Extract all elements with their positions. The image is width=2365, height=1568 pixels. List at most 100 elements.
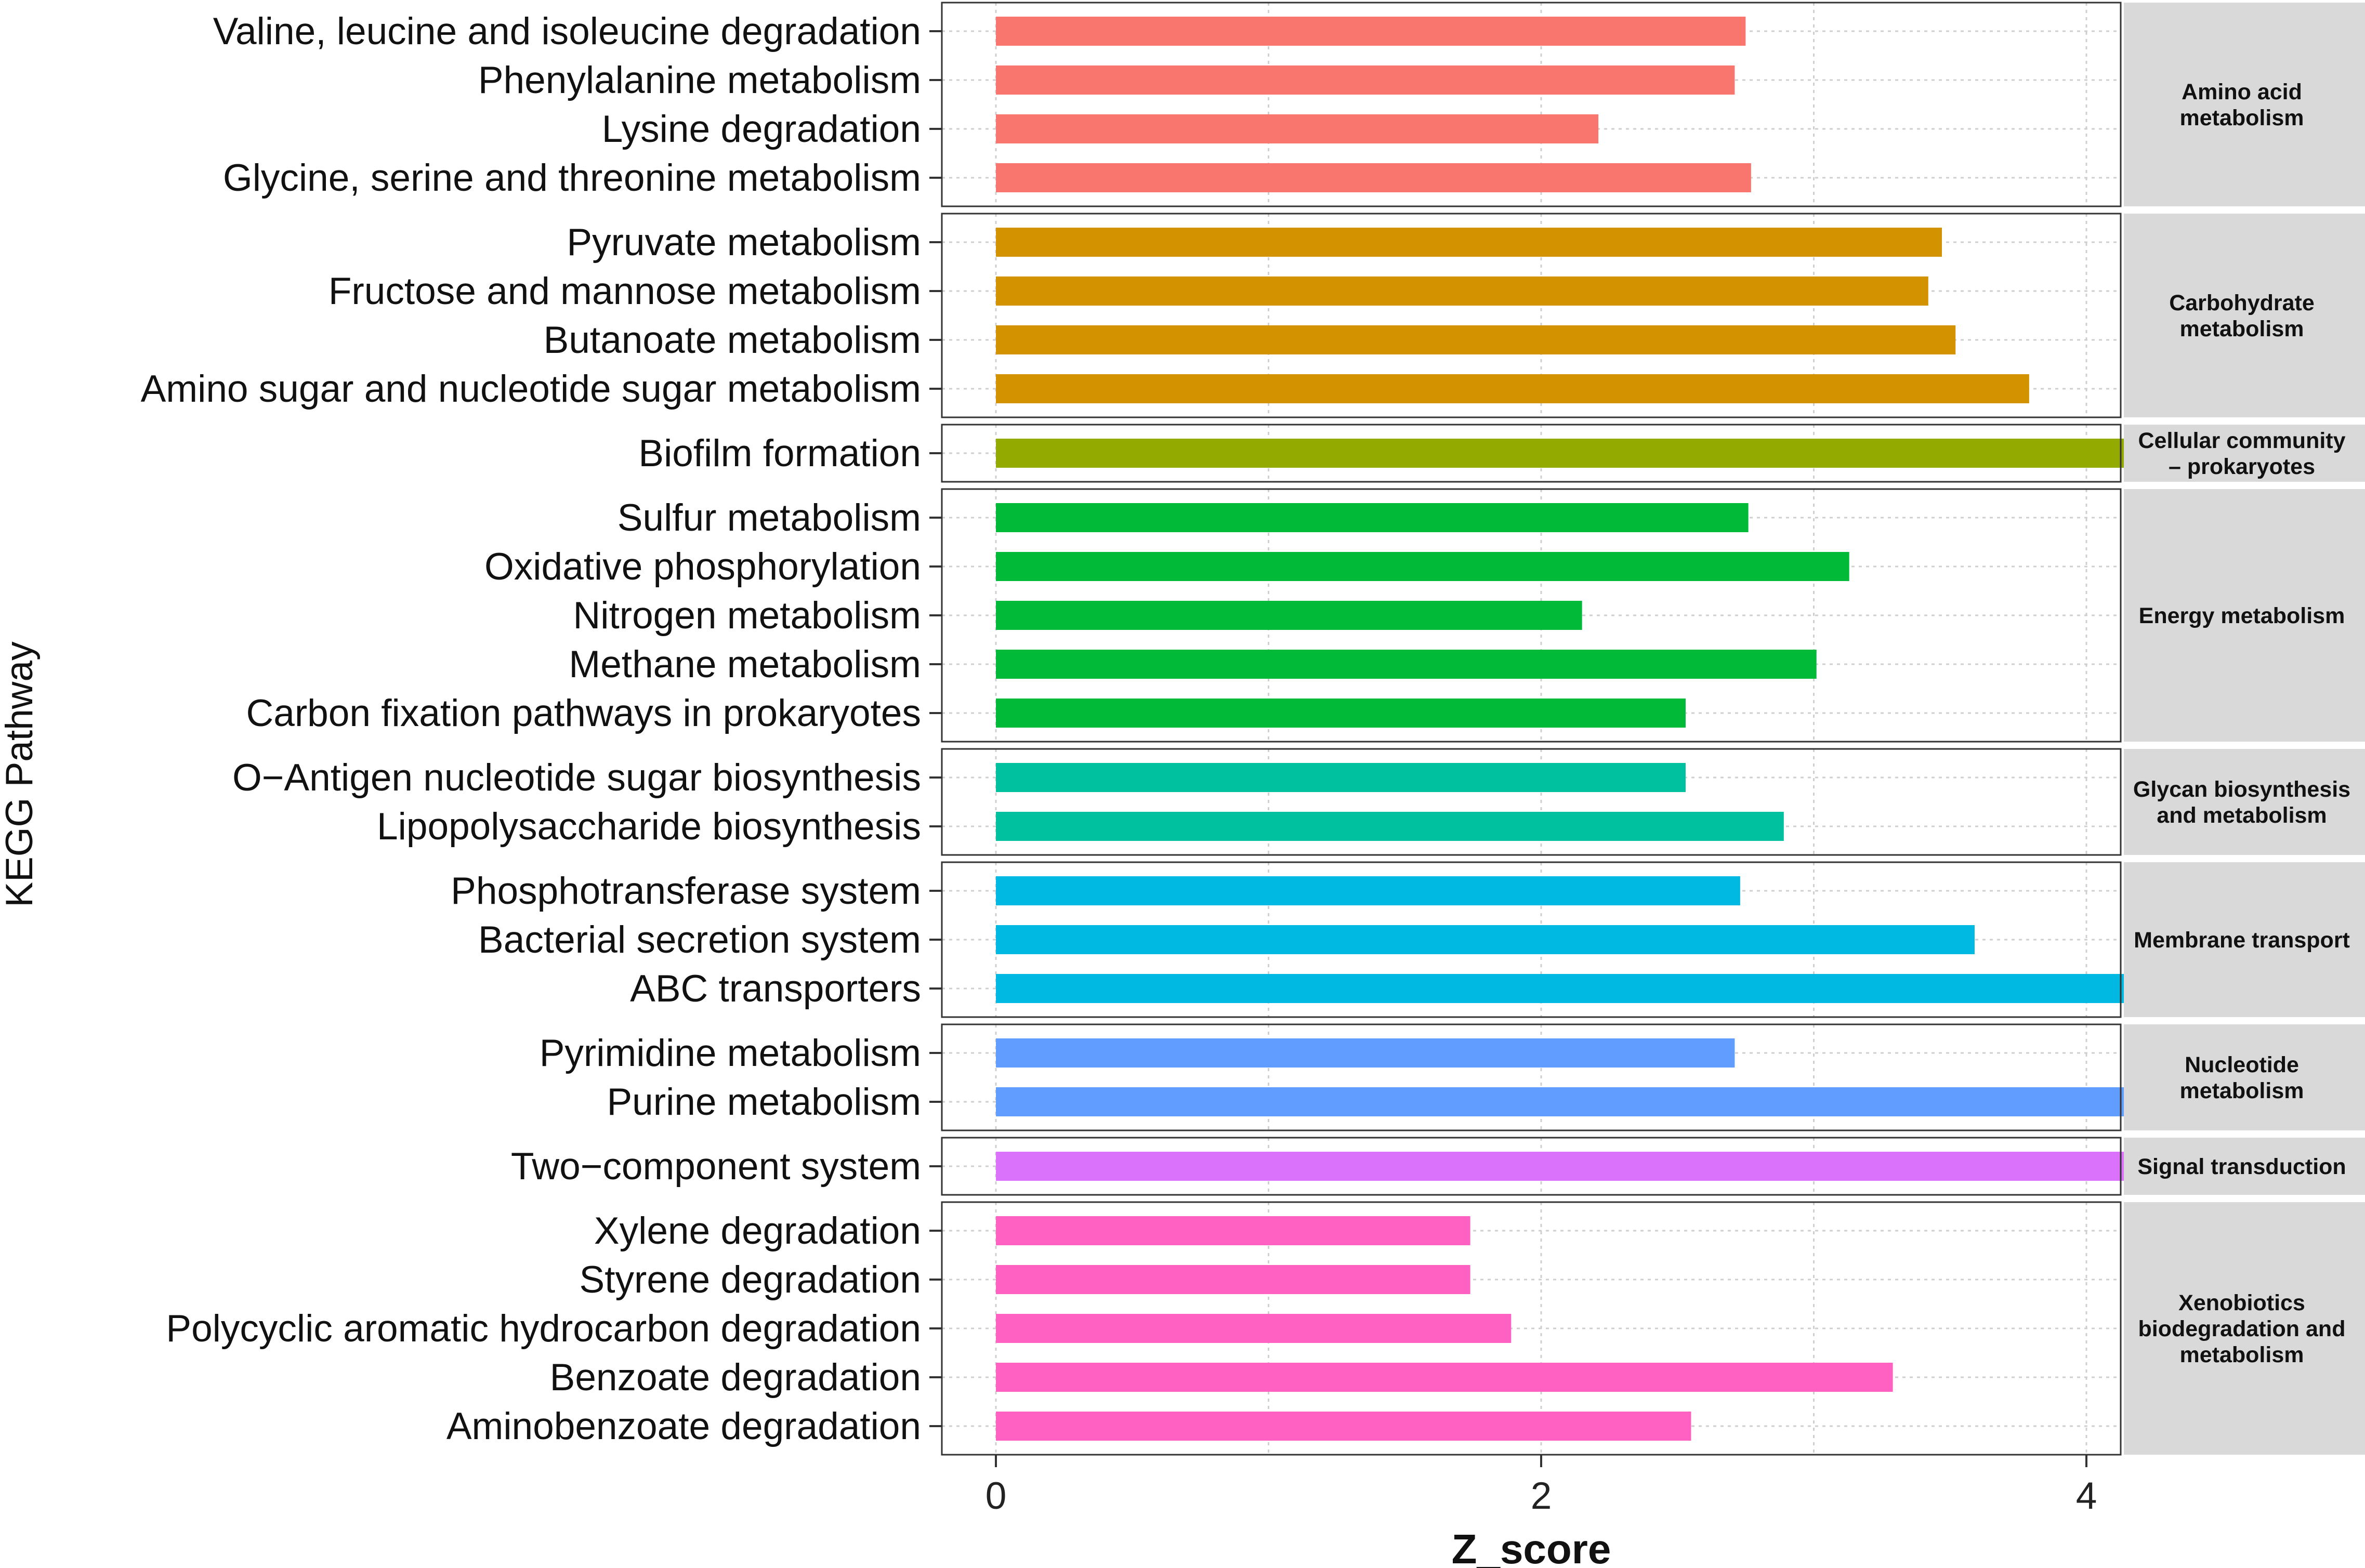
panel-border xyxy=(941,1023,2122,1131)
x-axis-title: Z_score xyxy=(1452,1526,1611,1568)
y-tick-label: Nitrogen metabolism xyxy=(573,595,921,637)
bar xyxy=(996,163,1751,192)
facet-strip-label: Xenobiotics biodegradation and metabolism xyxy=(2138,1290,2346,1367)
facet-strip xyxy=(2124,3,2365,206)
panel-border xyxy=(941,488,2122,743)
facet-panel: Pyrimidine metabolism Purine metabolism Nu… xyxy=(540,1023,2365,1131)
y-tick-label: Aminobenzoate degradation xyxy=(446,1405,921,1447)
bar xyxy=(996,601,1582,630)
bar xyxy=(996,65,1735,95)
facet-strip-label-line: Energy metabolism xyxy=(2139,603,2345,628)
bar xyxy=(996,228,1942,257)
y-tick-label: O−Antigen nucleotide sugar biosynthesis xyxy=(232,757,921,799)
y-tick-label: Xylene degradation xyxy=(594,1210,921,1252)
y-axis-title: KEGG Pathway xyxy=(0,641,41,907)
facet-strip-label: Membrane transport xyxy=(2134,928,2350,953)
y-tick-label: Carbon fixation pathways in prokaryotes xyxy=(246,692,921,734)
facet-strip-label: Energy metabolism xyxy=(2139,603,2345,628)
facet-strip xyxy=(2124,214,2365,417)
x-tick-label: 0 xyxy=(986,1475,1007,1517)
facet-strip-label: Nucleotide metabolism xyxy=(2180,1052,2304,1103)
x-tick-label: 4 xyxy=(2076,1475,2097,1517)
y-tick-label: Benzoate degradation xyxy=(550,1356,921,1399)
facet-panel: Phosphotransferase system Bacterial secre… xyxy=(451,861,2365,1018)
facet-strip-label-line: Amino acid xyxy=(2182,80,2302,104)
facet-strip-label-line: and metabolism xyxy=(2157,803,2327,828)
panel-border xyxy=(941,1137,2122,1196)
y-tick-label: Pyruvate metabolism xyxy=(567,221,921,263)
y-tick-label: Polycyclic aromatic hydrocarbon degradat… xyxy=(166,1308,921,1350)
facet-strip-label-line: metabolism xyxy=(2180,1342,2304,1367)
y-tick-label: Amino sugar and nucleotide sugar metabol… xyxy=(141,368,921,410)
facet-strip-label: Carbohydrate metabolism xyxy=(2169,291,2315,341)
facet-strip-label: Glycan biosynthesis and metabolism xyxy=(2133,777,2350,828)
bar xyxy=(996,1265,1470,1294)
facet-strip xyxy=(2124,489,2365,742)
facet-strip-label-line: – prokaryotes xyxy=(2169,454,2315,479)
panel-border xyxy=(941,213,2122,418)
y-tick-label: Pyrimidine metabolism xyxy=(540,1032,921,1074)
facet-panel: Biofilm formation Cellular community – pro… xyxy=(638,424,2365,483)
y-tick-label: Styrene degradation xyxy=(580,1259,921,1301)
facet-strip-label-line: Xenobiotics xyxy=(2178,1290,2305,1315)
facet-strip-label-line: metabolism xyxy=(2180,317,2304,341)
bar xyxy=(996,1314,1512,1343)
y-tick-label: Phosphotransferase system xyxy=(451,870,921,912)
bar xyxy=(996,17,1746,46)
y-tick-label: Butanoate metabolism xyxy=(544,319,921,361)
panel-border xyxy=(941,748,2122,856)
bar xyxy=(996,699,1686,728)
y-tick-label: ABC transporters xyxy=(630,968,921,1010)
facet-panel: Xylene degradation Styrene degradation Pol… xyxy=(166,1201,2365,1456)
bar xyxy=(996,1363,1893,1392)
y-tick-label: Phenylalanine metabolism xyxy=(478,59,921,101)
bar xyxy=(996,763,1686,792)
x-axis: 02468 xyxy=(986,1455,2097,1517)
y-tick-label: Purine metabolism xyxy=(607,1081,921,1123)
facet-panel: O−Antigen nucleotide sugar biosynthesis L… xyxy=(232,748,2365,856)
facet-strip-label: Amino acid metabolism xyxy=(2180,80,2304,130)
bar xyxy=(996,650,1817,679)
facet-strip-label-line: Signal transduction xyxy=(2137,1154,2346,1179)
bar xyxy=(996,276,1928,306)
y-tick-label: Lipopolysaccharide biosynthesis xyxy=(377,806,921,848)
y-tick-label: Glycine, serine and threonine metabolism xyxy=(223,157,921,199)
facet-panel: Pyruvate metabolism Fructose and mannose … xyxy=(141,213,2365,418)
facet-strip-label-line: Membrane transport xyxy=(2134,928,2350,953)
panel-border xyxy=(941,861,2122,1018)
facet-panel: Sulfur metabolism Oxidative phosphorylati… xyxy=(246,488,2365,743)
facet-strip-label-line: Carbohydrate xyxy=(2169,291,2315,315)
panel-border xyxy=(941,424,2122,483)
y-tick-label: Lysine degradation xyxy=(602,108,921,150)
panel-border xyxy=(941,2,2122,207)
bar xyxy=(996,876,1740,905)
bar xyxy=(996,1087,2136,1116)
y-tick-label: Bacterial secretion system xyxy=(478,919,921,961)
bar xyxy=(996,552,1849,581)
facet-panel: Valine, leucine and isoleucine degradati… xyxy=(213,2,2365,207)
y-tick-label: Biofilm formation xyxy=(638,432,921,475)
y-tick-label: Valine, leucine and isoleucine degradati… xyxy=(213,10,921,52)
panel-border xyxy=(941,1201,2122,1456)
facet-strip-label-line: Glycan biosynthesis xyxy=(2133,777,2350,802)
facet-strip-label-line: biodegradation and xyxy=(2138,1316,2346,1341)
facet-strip xyxy=(2124,862,2365,1017)
bar xyxy=(996,812,1784,841)
facet-strip xyxy=(2124,1202,2365,1455)
facet-strip xyxy=(2124,749,2365,855)
facet-strip-label-line: metabolism xyxy=(2180,106,2304,130)
facet-strip-label: Cellular community – prokaryotes xyxy=(2138,428,2345,479)
x-tick-label: 2 xyxy=(1531,1475,1552,1517)
facet-strip-label: Signal transduction xyxy=(2137,1154,2346,1179)
bar xyxy=(996,325,1956,354)
facet-strip-label-line: Nucleotide xyxy=(2185,1052,2299,1077)
y-tick-label: Sulfur metabolism xyxy=(617,497,921,539)
bar xyxy=(996,1038,1735,1068)
y-tick-label: Two−component system xyxy=(511,1145,921,1188)
facet-panels: Valine, leucine and isoleucine degradati… xyxy=(141,2,2365,1456)
bar xyxy=(996,374,2029,403)
bar xyxy=(996,114,1599,143)
bar xyxy=(996,503,1749,532)
y-tick-label: Oxidative phosphorylation xyxy=(484,546,921,588)
